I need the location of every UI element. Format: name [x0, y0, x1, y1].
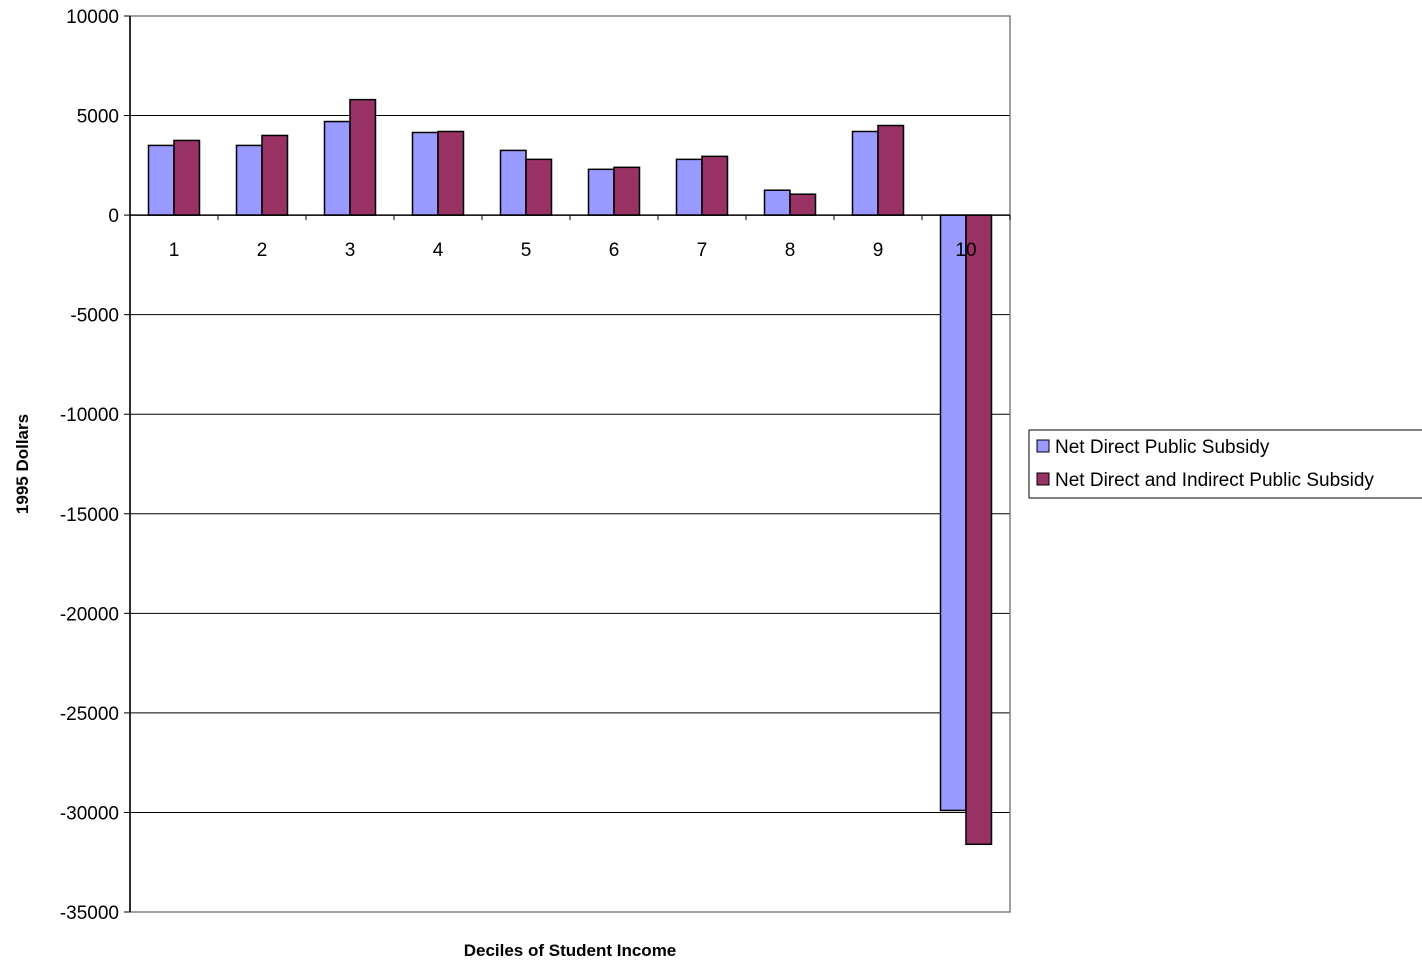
x-tick-label: 3 [345, 240, 356, 261]
legend: Net Direct Public Subsidy Net Direct and… [1028, 429, 1422, 499]
x-tick-label: 1 [169, 240, 180, 261]
x-tick-label: 8 [785, 240, 796, 261]
legend-box [1028, 429, 1422, 499]
y-tick-label: -15000 [60, 505, 119, 526]
bar [147, 144, 175, 216]
bar [763, 189, 791, 216]
legend-label-net-direct-indirect: Net Direct and Indirect Public Subsidy [1055, 470, 1374, 491]
y-axis-title: 1995 Dollars [13, 414, 32, 514]
bars [147, 98, 993, 846]
legend-label-net-direct: Net Direct Public Subsidy [1055, 437, 1270, 458]
y-tick-label: -20000 [60, 604, 119, 625]
bar [613, 166, 641, 216]
x-axis-title: Deciles of Student Income [464, 941, 677, 960]
y-tick-label: -25000 [60, 704, 119, 725]
legend-swatch-net-direct-indirect [1036, 472, 1050, 486]
bar [851, 130, 879, 216]
bar [261, 134, 289, 216]
axes [129, 16, 1011, 912]
x-tick-label: 4 [433, 240, 444, 261]
bar [525, 158, 553, 216]
y-tick-label: 5000 [77, 107, 119, 128]
y-tick-label: -5000 [70, 306, 119, 327]
bar [235, 144, 263, 216]
bar [437, 130, 465, 216]
y-tick-labels: 10000 5000 0 -5000 -10000 -15000 -20000 -25000 -… [60, 7, 119, 924]
bar [789, 193, 817, 216]
y-tick-label: 0 [108, 206, 119, 227]
bar [499, 149, 527, 216]
bar [411, 131, 439, 216]
y-tick-label: -30000 [60, 803, 119, 824]
x-tick-label: 7 [697, 240, 708, 261]
y-tick-label: -10000 [60, 405, 119, 426]
y-tick-label: -35000 [60, 903, 119, 924]
bar [173, 139, 201, 216]
bar [877, 124, 905, 216]
x-tick-label: 10 [955, 240, 976, 261]
bar [349, 98, 377, 216]
bar [675, 158, 703, 216]
legend-swatch-net-direct [1036, 439, 1050, 453]
x-tick-label: 9 [873, 240, 884, 261]
bar [965, 214, 993, 846]
x-tick-labels: 1 2 3 4 5 6 7 8 9 10 [169, 240, 977, 261]
x-tick-label: 2 [257, 240, 268, 261]
bar [587, 168, 615, 216]
bar [323, 120, 351, 216]
x-tick-label: 6 [609, 240, 620, 261]
bar [939, 214, 967, 812]
bar [701, 155, 729, 216]
y-tick-label: 10000 [66, 7, 119, 28]
x-tick-label: 5 [521, 240, 532, 261]
